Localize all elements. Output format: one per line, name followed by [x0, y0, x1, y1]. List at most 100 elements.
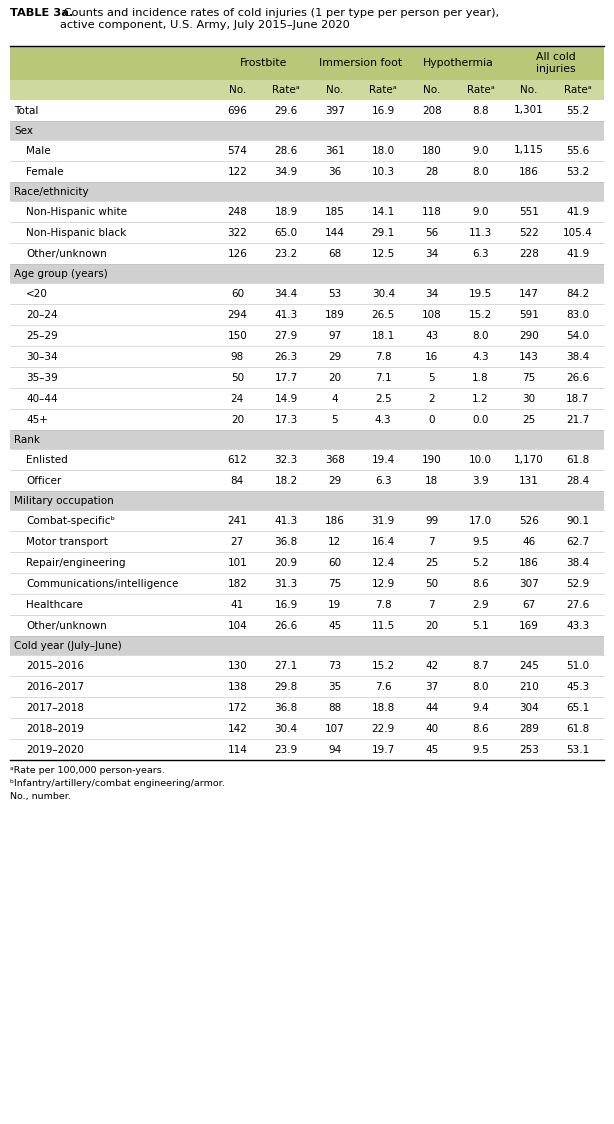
- Text: 8.6: 8.6: [472, 724, 489, 734]
- Text: TABLE 3a.: TABLE 3a.: [10, 8, 74, 18]
- Text: 41: 41: [231, 599, 244, 609]
- Bar: [10, 388, 604, 409]
- Text: 83.0: 83.0: [566, 309, 589, 319]
- Text: 7.8: 7.8: [375, 352, 392, 362]
- Text: 186: 186: [519, 166, 539, 176]
- Text: 26.6: 26.6: [566, 372, 589, 382]
- Text: 180: 180: [422, 145, 441, 155]
- Text: 62.7: 62.7: [566, 536, 589, 546]
- Text: 126: 126: [227, 248, 247, 259]
- Text: 46: 46: [523, 536, 536, 546]
- Text: 18.1: 18.1: [371, 330, 395, 341]
- Text: 20: 20: [328, 372, 341, 382]
- Text: 99: 99: [426, 516, 438, 526]
- Text: 18.8: 18.8: [371, 702, 395, 713]
- Bar: [10, 676, 604, 697]
- Text: Frostbite: Frostbite: [240, 58, 287, 67]
- Text: 322: 322: [227, 227, 247, 237]
- Text: 40: 40: [426, 724, 438, 734]
- Text: 45: 45: [328, 620, 341, 631]
- Text: 27.6: 27.6: [566, 599, 589, 609]
- Text: Rank: Rank: [14, 435, 40, 444]
- Text: 55.6: 55.6: [566, 145, 589, 155]
- Text: 131: 131: [519, 475, 539, 486]
- Text: No.: No.: [423, 85, 441, 96]
- Text: 1.8: 1.8: [472, 372, 489, 382]
- Text: 12.9: 12.9: [371, 579, 395, 589]
- Text: Female: Female: [26, 166, 63, 176]
- Text: 25: 25: [523, 415, 536, 425]
- Text: 20.9: 20.9: [274, 558, 298, 568]
- Text: 28.4: 28.4: [566, 475, 589, 486]
- Bar: [10, 615, 604, 636]
- Text: 2015–2016: 2015–2016: [26, 661, 84, 671]
- Text: 5.1: 5.1: [472, 620, 489, 631]
- Bar: [10, 448, 604, 470]
- Bar: [10, 697, 604, 718]
- Text: 1,115: 1,115: [514, 145, 544, 155]
- Text: 2.9: 2.9: [472, 599, 489, 609]
- Text: 143: 143: [519, 352, 539, 362]
- Text: 26.6: 26.6: [274, 620, 298, 631]
- Text: 18.7: 18.7: [566, 393, 589, 404]
- Text: 9.5: 9.5: [472, 536, 489, 546]
- Text: 23.2: 23.2: [274, 248, 298, 259]
- Text: 147: 147: [519, 289, 539, 299]
- Bar: [10, 140, 604, 161]
- Text: Rateᵃ: Rateᵃ: [564, 85, 592, 96]
- Text: 2017–2018: 2017–2018: [26, 702, 84, 713]
- Text: 185: 185: [325, 207, 344, 217]
- Text: 7.8: 7.8: [375, 599, 392, 609]
- Text: 304: 304: [519, 702, 539, 713]
- Bar: [10, 430, 604, 448]
- Text: 32.3: 32.3: [274, 454, 298, 464]
- Text: 107: 107: [325, 724, 344, 734]
- Text: 56: 56: [426, 227, 438, 237]
- Text: 12: 12: [328, 536, 341, 546]
- Text: 2018–2019: 2018–2019: [26, 724, 84, 734]
- Text: 4.3: 4.3: [375, 415, 392, 425]
- Text: 41.9: 41.9: [566, 248, 589, 259]
- Bar: [10, 243, 604, 264]
- Text: 11.5: 11.5: [371, 620, 395, 631]
- Text: 28: 28: [426, 166, 438, 176]
- Text: All cold
injuries: All cold injuries: [535, 52, 575, 74]
- Text: 1,301: 1,301: [515, 106, 544, 116]
- Text: 52.9: 52.9: [566, 579, 589, 589]
- Text: 20–24: 20–24: [26, 309, 58, 319]
- Bar: [10, 201, 604, 223]
- Text: 1.2: 1.2: [472, 393, 489, 404]
- Text: 368: 368: [325, 454, 344, 464]
- Text: Communications/intelligence: Communications/intelligence: [26, 579, 179, 589]
- Bar: [10, 470, 604, 491]
- Text: 27.9: 27.9: [274, 330, 298, 341]
- Text: 38.4: 38.4: [566, 352, 589, 362]
- Text: 14.9: 14.9: [274, 393, 298, 404]
- Text: 30.4: 30.4: [371, 289, 395, 299]
- Text: 35: 35: [328, 681, 341, 691]
- Bar: [10, 325, 604, 346]
- Text: Male: Male: [26, 145, 50, 155]
- Text: 42: 42: [426, 661, 438, 671]
- Text: 34.9: 34.9: [274, 166, 298, 176]
- Text: 36: 36: [328, 166, 341, 176]
- Text: 29.8: 29.8: [274, 681, 298, 691]
- Text: Immersion foot: Immersion foot: [319, 58, 402, 67]
- Text: 38.4: 38.4: [566, 558, 589, 568]
- Bar: [10, 510, 604, 531]
- Text: 16.4: 16.4: [371, 536, 395, 546]
- Text: 88: 88: [328, 702, 341, 713]
- Text: 16: 16: [426, 352, 438, 362]
- Text: 551: 551: [519, 207, 539, 217]
- Text: 34: 34: [426, 248, 438, 259]
- Text: 25: 25: [426, 558, 438, 568]
- Text: 35–39: 35–39: [26, 372, 58, 382]
- Text: Non-Hispanic black: Non-Hispanic black: [26, 227, 126, 237]
- Text: 182: 182: [227, 579, 247, 589]
- Text: 101: 101: [228, 558, 247, 568]
- Bar: [10, 283, 604, 303]
- Text: 15.2: 15.2: [371, 661, 395, 671]
- Text: 22.9: 22.9: [371, 724, 395, 734]
- Text: ᵃRate per 100,000 person-years.: ᵃRate per 100,000 person-years.: [10, 765, 165, 776]
- Text: 144: 144: [325, 227, 344, 237]
